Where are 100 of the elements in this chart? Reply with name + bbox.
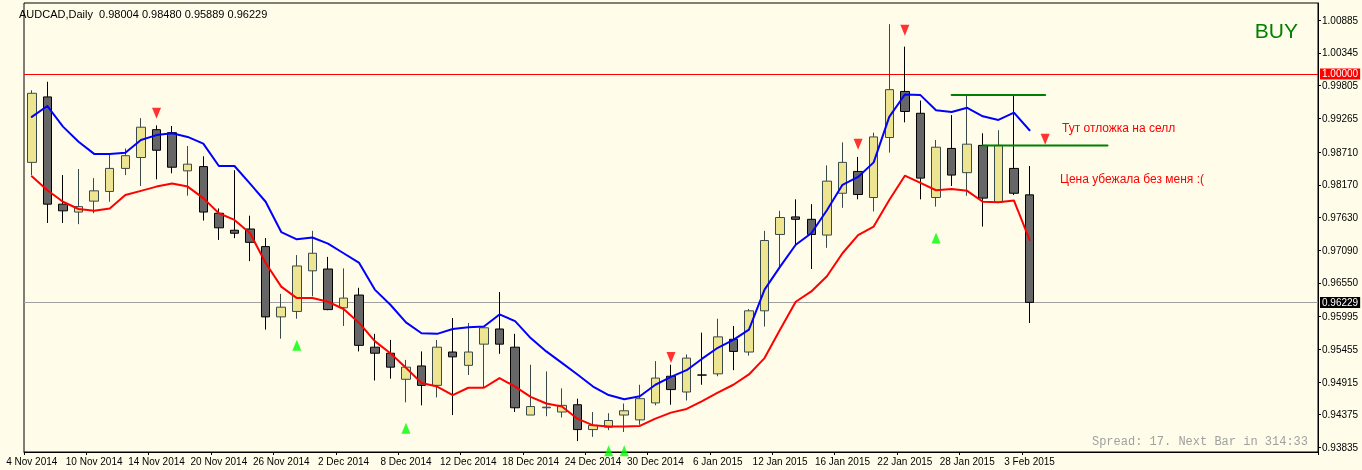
y-tick-label: 0.99805 [1322, 80, 1359, 92]
candlestick [370, 333, 380, 381]
candlestick [994, 129, 1003, 203]
x-tick-label: 12 Dec 2014 [439, 455, 498, 467]
candlestick [838, 141, 847, 209]
x-tick-label: 12 Jan 2015 [752, 455, 809, 467]
candlestick [869, 132, 878, 212]
candlestick [292, 254, 302, 320]
y-tick-label: 0.97630 [1322, 212, 1359, 223]
candlestick [682, 353, 691, 401]
candlestick [58, 174, 68, 224]
candlestick [775, 210, 785, 268]
candlestick [1009, 94, 1019, 196]
ref-line-label: 1.00000 [1322, 68, 1359, 80]
candlestick [27, 89, 37, 176]
candlestick [510, 333, 520, 413]
point [900, 24, 910, 36]
x-tick-label: 3 Feb 2015 [1004, 455, 1056, 467]
point [292, 339, 302, 351]
point [619, 445, 629, 457]
x-tick-label: 14 Nov 2014 [128, 455, 186, 467]
x-tick-label: 10 Nov 2014 [65, 455, 123, 467]
point [666, 351, 676, 363]
candlestick [105, 153, 114, 203]
ref-line-label: 0.96229 [1322, 296, 1359, 308]
candlestick [542, 370, 551, 417]
y-tick-label: 1.00345 [1322, 47, 1359, 59]
x-tick-label: 28 Jan 2015 [939, 455, 996, 467]
x-tick-label: 26 Nov 2014 [252, 455, 311, 467]
y-tick-label: 0.94915 [1322, 376, 1359, 388]
point [604, 445, 614, 457]
y-tick-label: 0.96550 [1322, 277, 1359, 289]
candlestick [89, 177, 99, 214]
candlestick [573, 398, 582, 442]
line-series [30, 174, 1031, 428]
y-tick-label: 0.95995 [1322, 311, 1359, 323]
x-tick-label: 6 Jan 2015 [693, 455, 743, 467]
candlestick [853, 156, 863, 200]
y-tick-label: 0.93835 [1322, 441, 1359, 453]
candlestick [885, 23, 894, 154]
y-tick-label: 0.97090 [1322, 244, 1359, 256]
x-tick-label: 8 Dec 2014 [380, 455, 432, 467]
candlestick [1025, 165, 1034, 324]
candlestick [199, 155, 208, 222]
candlestick [136, 117, 146, 187]
candlestick [791, 198, 800, 246]
candlestick [651, 360, 660, 406]
x-tick-label: 16 Jan 2015 [814, 455, 871, 467]
point [1040, 133, 1050, 145]
point [401, 422, 411, 434]
x-tick-label: 2 Dec 2014 [318, 455, 370, 467]
candlestick [697, 332, 707, 386]
annotation: Цена убежала без меня :( [1060, 172, 1205, 186]
annotation: Spread: 17. Next Bar in 314:33 [1091, 435, 1309, 449]
candlestick [183, 145, 192, 197]
candlestick [962, 95, 972, 197]
y-tick-label: 0.99265 [1322, 112, 1359, 124]
x-tick-label: 22 Jan 2015 [877, 455, 933, 467]
candlestick [448, 317, 457, 416]
y-tick-label: 0.94375 [1322, 409, 1359, 421]
candlestick [713, 318, 723, 377]
point [152, 107, 162, 119]
point [931, 232, 941, 244]
candlestick [900, 46, 910, 123]
candlestick [417, 350, 426, 406]
candlestick [121, 147, 130, 176]
candlestick [43, 81, 52, 224]
candlestick [167, 125, 177, 174]
annotation: BUY [1254, 19, 1299, 42]
x-tick-label: 18 Dec 2014 [502, 455, 560, 467]
candlestick [464, 322, 473, 376]
candlestick [308, 230, 317, 297]
y-tick-label: 1.00885 [1322, 14, 1359, 26]
candlestick [354, 287, 364, 352]
candlestick [432, 339, 442, 398]
candlestick [339, 267, 348, 327]
x-tick-label: 20 Nov 2014 [190, 455, 248, 467]
candlestick [479, 327, 489, 388]
point [853, 138, 863, 150]
candlestick [230, 169, 239, 239]
candlestick [152, 124, 161, 180]
chart-title: AUDCAD,Daily 0.98004 0.98480 0.95889 0.96229 [19, 7, 268, 20]
candlestick [760, 230, 769, 328]
annotation: Тут отложка на селл [1062, 121, 1176, 135]
candlestick [261, 237, 270, 331]
candlestick [526, 364, 535, 416]
candlestick [276, 293, 286, 340]
candlestick [978, 132, 988, 228]
candlestick [666, 364, 676, 406]
candlestick [729, 325, 738, 371]
candlestick [947, 114, 956, 187]
line-series [30, 93, 1031, 401]
candlestick [635, 384, 645, 426]
candlestick [323, 256, 333, 311]
x-tick-label: 24 Dec 2014 [564, 455, 622, 467]
y-tick-label: 0.98170 [1322, 179, 1359, 191]
candlestick [916, 100, 925, 200]
candlestick [822, 164, 832, 249]
y-tick-label: 0.98710 [1322, 146, 1359, 158]
x-tick-label: 30 Dec 2014 [627, 455, 685, 467]
